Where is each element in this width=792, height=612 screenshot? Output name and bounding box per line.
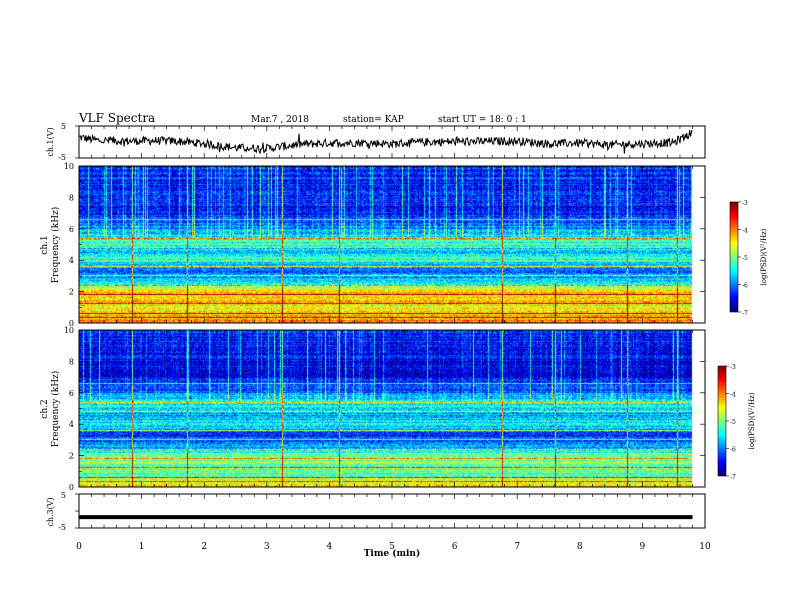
ch1-spectrogram-ytick-label: 6 [69,225,74,234]
ch1-spectrogram-ytick-label: 4 [69,256,74,265]
ch1-colorbar [730,202,738,312]
ch1-colorbar-tick-label: -3 [742,200,748,207]
ch1-spectrogram-ytick-label: 8 [69,193,74,202]
ch1-frequency-label: Frequency (kHz) [50,207,61,284]
x-tick-label: 3 [264,542,270,552]
ch1-waveform-panel: 5 -5 ch.1(V) [46,122,706,162]
ch2-colorbar-ticks: -3 -4 -5 -6 -7 [726,364,736,481]
ch2-colorbar-tick-label: -7 [730,474,736,481]
ch3-ytick-bottom: -5 [58,523,66,532]
ch1-spectrogram-ytick-label: 0 [69,319,74,328]
ch3-waveform-axis [75,493,706,529]
station-label: station= KAP [343,115,404,125]
ch1-colorbar-tick-label: -5 [742,255,748,262]
x-axis-tick-labels: 0 1 2 3 4 5 6 7 8 9 10 [76,542,711,552]
ch1-colorbar-label: log(PSD)(V²/Hz) [760,228,768,285]
ch3-waveform-ylabel: ch.3(V) [46,497,55,526]
ch2-spectrogram-ytick-label: 2 [69,452,74,461]
x-tick-label: 10 [699,542,711,552]
ch1-waveform-ylabel: ch.1(V) [46,127,55,156]
date-label: Mar.7 , 2018 [251,115,309,125]
ch1-trace [78,129,693,155]
ch2-spectrogram-ytick-label: 0 [69,483,74,492]
x-tick-label: 9 [640,542,646,552]
ch1-colorbar-tick-label: -6 [742,283,748,290]
ch2-colorbar-tick-label: -4 [730,392,736,399]
ch2-colorbar-label: log(PSD)(V²/Hz) [748,392,756,449]
ch2-spectrogram-ytick-label: 8 [69,357,74,366]
ch2-spectrogram-canvas-holder [79,330,705,487]
ch2-frequency-label: Frequency (kHz) [50,371,61,448]
ch2-spectrogram-ytick-label: 4 [69,420,74,429]
ch1-channel-label: ch.1 [40,235,50,254]
x-tick-label: 4 [327,542,333,552]
ch1-ytick-top: 5 [61,122,66,131]
ch2-spectrogram-ytick-label: 6 [69,389,74,398]
ch3-ytick-top: 5 [61,491,66,500]
x-tick-label: 5 [389,542,395,552]
x-tick-label: 1 [139,542,145,552]
ch1-spectrogram-ytick-label: 2 [69,288,74,297]
x-tick-label: 6 [452,542,458,552]
ch2-spectrogram-axis: 0 2 4 6 8 10 [64,326,706,492]
ch1-spectrogram-image [79,166,705,323]
x-tick-label: 7 [514,542,520,552]
x-tick-label: 8 [577,542,583,552]
ch1-colorbar-tick-label: -7 [742,310,748,317]
ch2-colorbar-tick-label: -5 [730,419,736,426]
figure-title: VLF Spectra [78,111,155,125]
ch2-channel-label: ch.2 [40,399,50,418]
ch3-waveform-panel: 5 -5 ch.3(V) [46,491,706,532]
ch1-colorbar-ticks: -3 -4 -5 -6 -7 [738,200,748,317]
ch3-waveform-frame [78,493,706,529]
ch2-spectrogram-ytick-label: 10 [64,326,74,335]
ch1-spectrogram-canvas-holder [79,166,705,323]
ch1-spectrogram-ytick-label: 10 [64,162,74,171]
ch2-colorbar-holder [718,366,726,476]
ch1-spectrogram-axis: 0 2 4 6 8 10 [64,162,706,328]
ch2-colorbar [718,366,726,476]
ch2-colorbar-tick-label: -6 [730,447,736,454]
ch1-ytick-bottom: -5 [58,153,66,162]
x-tick-label: 0 [76,542,82,552]
x-tick-label: 2 [201,542,207,552]
ch1-colorbar-tick-label: -4 [742,228,748,235]
ch1-colorbar-holder [730,202,738,312]
ch2-spectrogram-image [79,330,705,487]
x-axis-label: Time (min) [364,548,421,559]
ch1-waveform-axis [75,125,706,159]
start-time-label: start UT = 18: 0 : 1 [438,115,527,125]
ch2-colorbar-tick-label: -3 [730,364,736,371]
